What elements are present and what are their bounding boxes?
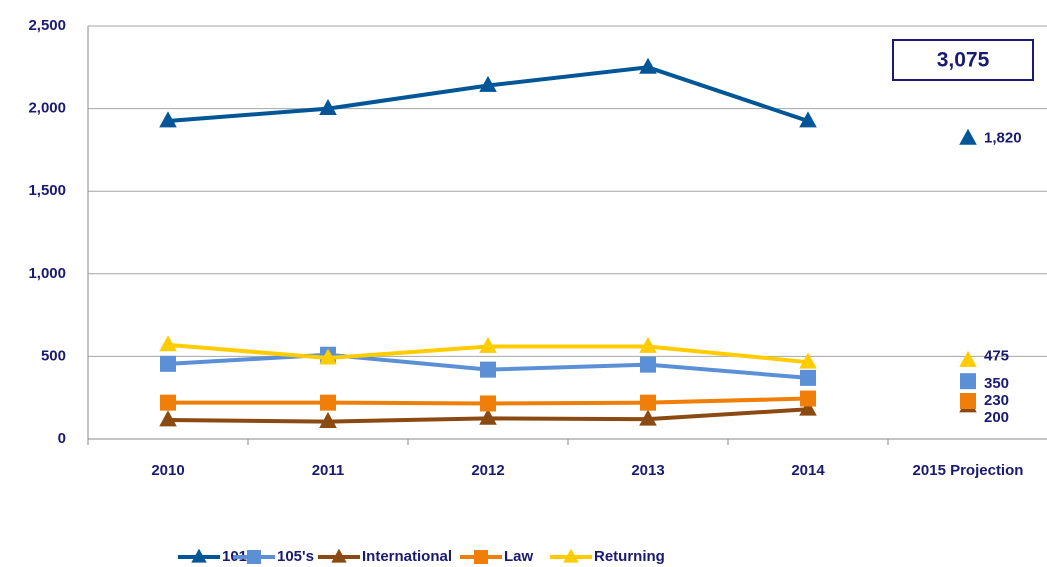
y-tick-label: 0: [58, 430, 66, 447]
point: [800, 369, 816, 386]
point: [160, 394, 176, 411]
projection-label: 350: [984, 375, 1009, 392]
point: [640, 394, 656, 411]
point: [799, 352, 817, 369]
legend-label: Returning: [594, 548, 665, 565]
point: [799, 399, 817, 416]
legend-label: International: [362, 548, 452, 565]
point: [319, 348, 337, 365]
legend-marker: [331, 548, 347, 563]
point: [479, 75, 497, 92]
point: [800, 390, 816, 407]
y-tick-label: 2,000: [28, 100, 66, 117]
projection-point: [959, 128, 977, 145]
point: [639, 409, 657, 426]
projection-label: 475: [984, 347, 1009, 364]
legend-marker: [474, 550, 488, 564]
point: [319, 412, 337, 429]
point: [479, 336, 497, 353]
point: [480, 395, 496, 412]
point: [159, 335, 177, 352]
y-tick-label: 2,500: [28, 17, 66, 34]
projection-label: 1,820: [984, 129, 1022, 146]
x-tick-label: 2010: [151, 462, 184, 479]
y-tick-label: 500: [41, 347, 66, 364]
point: [639, 336, 657, 353]
y-tick-label: 1,000: [28, 265, 66, 282]
projection-point: [960, 393, 976, 410]
point: [479, 408, 497, 425]
point: [480, 361, 496, 378]
projection-point: [959, 350, 977, 367]
y-tick-label: 1,500: [28, 182, 66, 199]
legend-label: 105's: [277, 548, 314, 565]
series-line: [167, 65, 809, 123]
point: [160, 355, 176, 372]
legend-label: Law: [504, 548, 534, 565]
point: [319, 99, 337, 115]
legend-marker: [191, 548, 207, 563]
x-tick-label: 2014: [791, 462, 825, 479]
x-tick-label: 2011: [312, 462, 345, 479]
x-tick-label: 2012: [471, 462, 504, 479]
legend-marker: [563, 548, 579, 563]
point: [159, 111, 177, 128]
projection-label: 200: [984, 409, 1009, 426]
legend-marker: [247, 550, 261, 564]
x-tick-label: 2015 Projection: [913, 462, 1024, 479]
projection-point: [960, 373, 976, 390]
point: [799, 111, 817, 128]
point: [320, 394, 336, 411]
annotation-box: [892, 39, 1034, 81]
point: [159, 410, 177, 427]
projection-label: 230: [984, 392, 1009, 409]
point: [640, 356, 656, 373]
x-tick-label: 2013: [631, 462, 664, 479]
annotation: 3,075: [937, 49, 990, 72]
point: [639, 57, 657, 74]
